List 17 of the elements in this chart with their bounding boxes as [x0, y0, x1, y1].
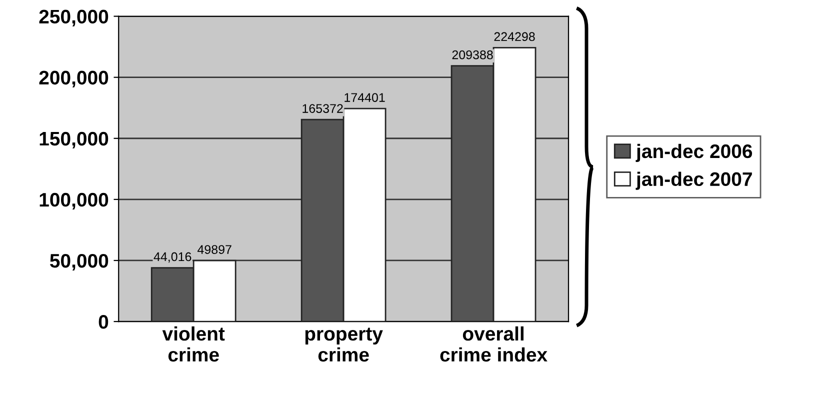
x-tick-label: overall crime index [440, 326, 548, 362]
data-label: 165372 [302, 104, 343, 113]
x-tick-label: violent crime [162, 326, 225, 362]
y-tick-label: 0 [98, 315, 108, 329]
data-label: 174401 [344, 93, 385, 102]
legend-label: jan-dec 2006 [636, 144, 752, 162]
data-label: 209388 [452, 50, 493, 60]
y-tick-label: 250,000 [39, 10, 108, 26]
data-label: 49897 [198, 245, 232, 254]
data-label: 44,016 [154, 252, 192, 263]
y-tick-label: 50,000 [50, 254, 108, 271]
y-tick-label: 150,000 [40, 132, 108, 148]
legend-label: jan-dec 2007 [636, 172, 752, 190]
y-tick-label: 100,000 [40, 192, 108, 210]
data-label: 224298 [494, 32, 535, 42]
x-tick-label: property crime [305, 328, 383, 362]
y-tick-label: 200,000 [39, 70, 108, 88]
